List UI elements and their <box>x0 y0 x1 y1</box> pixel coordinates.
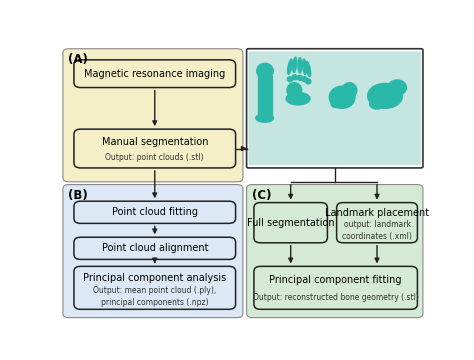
Ellipse shape <box>368 84 402 108</box>
Text: Full segmentation: Full segmentation <box>247 218 335 228</box>
Ellipse shape <box>257 63 273 78</box>
Ellipse shape <box>331 101 342 108</box>
FancyBboxPatch shape <box>74 60 236 87</box>
Ellipse shape <box>297 75 302 80</box>
FancyBboxPatch shape <box>74 266 236 309</box>
FancyBboxPatch shape <box>254 266 418 309</box>
FancyBboxPatch shape <box>63 49 243 182</box>
Ellipse shape <box>306 79 311 84</box>
FancyBboxPatch shape <box>248 51 421 165</box>
FancyBboxPatch shape <box>74 237 236 260</box>
Text: Point cloud alignment: Point cloud alignment <box>101 243 208 253</box>
FancyBboxPatch shape <box>246 49 423 168</box>
Ellipse shape <box>293 57 297 72</box>
FancyBboxPatch shape <box>246 185 423 318</box>
Ellipse shape <box>292 75 297 80</box>
Text: Point cloud fitting: Point cloud fitting <box>112 207 198 217</box>
FancyBboxPatch shape <box>63 185 243 318</box>
FancyBboxPatch shape <box>74 129 236 168</box>
Ellipse shape <box>302 77 307 82</box>
Ellipse shape <box>256 114 273 122</box>
Text: Landmark placement: Landmark placement <box>325 208 429 219</box>
Bar <box>258 76 272 117</box>
Text: Output: mean point cloud (.ply),
principal components (.npz): Output: mean point cloud (.ply), princip… <box>93 286 217 307</box>
Text: Principal component fitting: Principal component fitting <box>269 275 402 285</box>
Ellipse shape <box>288 59 292 74</box>
Ellipse shape <box>342 83 357 98</box>
Ellipse shape <box>329 86 355 108</box>
Ellipse shape <box>306 62 310 77</box>
Text: Magnetic resonance imaging: Magnetic resonance imaging <box>84 69 225 79</box>
Ellipse shape <box>388 80 406 95</box>
FancyBboxPatch shape <box>254 203 328 243</box>
Ellipse shape <box>370 99 384 109</box>
Ellipse shape <box>286 93 310 105</box>
Text: (B): (B) <box>68 189 88 202</box>
Text: Manual segmentation: Manual segmentation <box>101 136 208 147</box>
Text: output: landmark
coordinates (.xml): output: landmark coordinates (.xml) <box>342 220 412 241</box>
Text: Output: point clouds (.stl): Output: point clouds (.stl) <box>105 153 204 162</box>
Ellipse shape <box>287 83 301 98</box>
Ellipse shape <box>287 77 292 82</box>
Text: (A): (A) <box>68 53 88 66</box>
Text: Output: reconstructed bone geometry (.stl): Output: reconstructed bone geometry (.st… <box>253 293 419 302</box>
FancyBboxPatch shape <box>74 201 236 223</box>
Text: Principal component analysis: Principal component analysis <box>83 273 227 283</box>
Ellipse shape <box>298 58 301 73</box>
Ellipse shape <box>303 59 307 75</box>
Text: (C): (C) <box>252 189 272 202</box>
FancyBboxPatch shape <box>337 203 418 243</box>
